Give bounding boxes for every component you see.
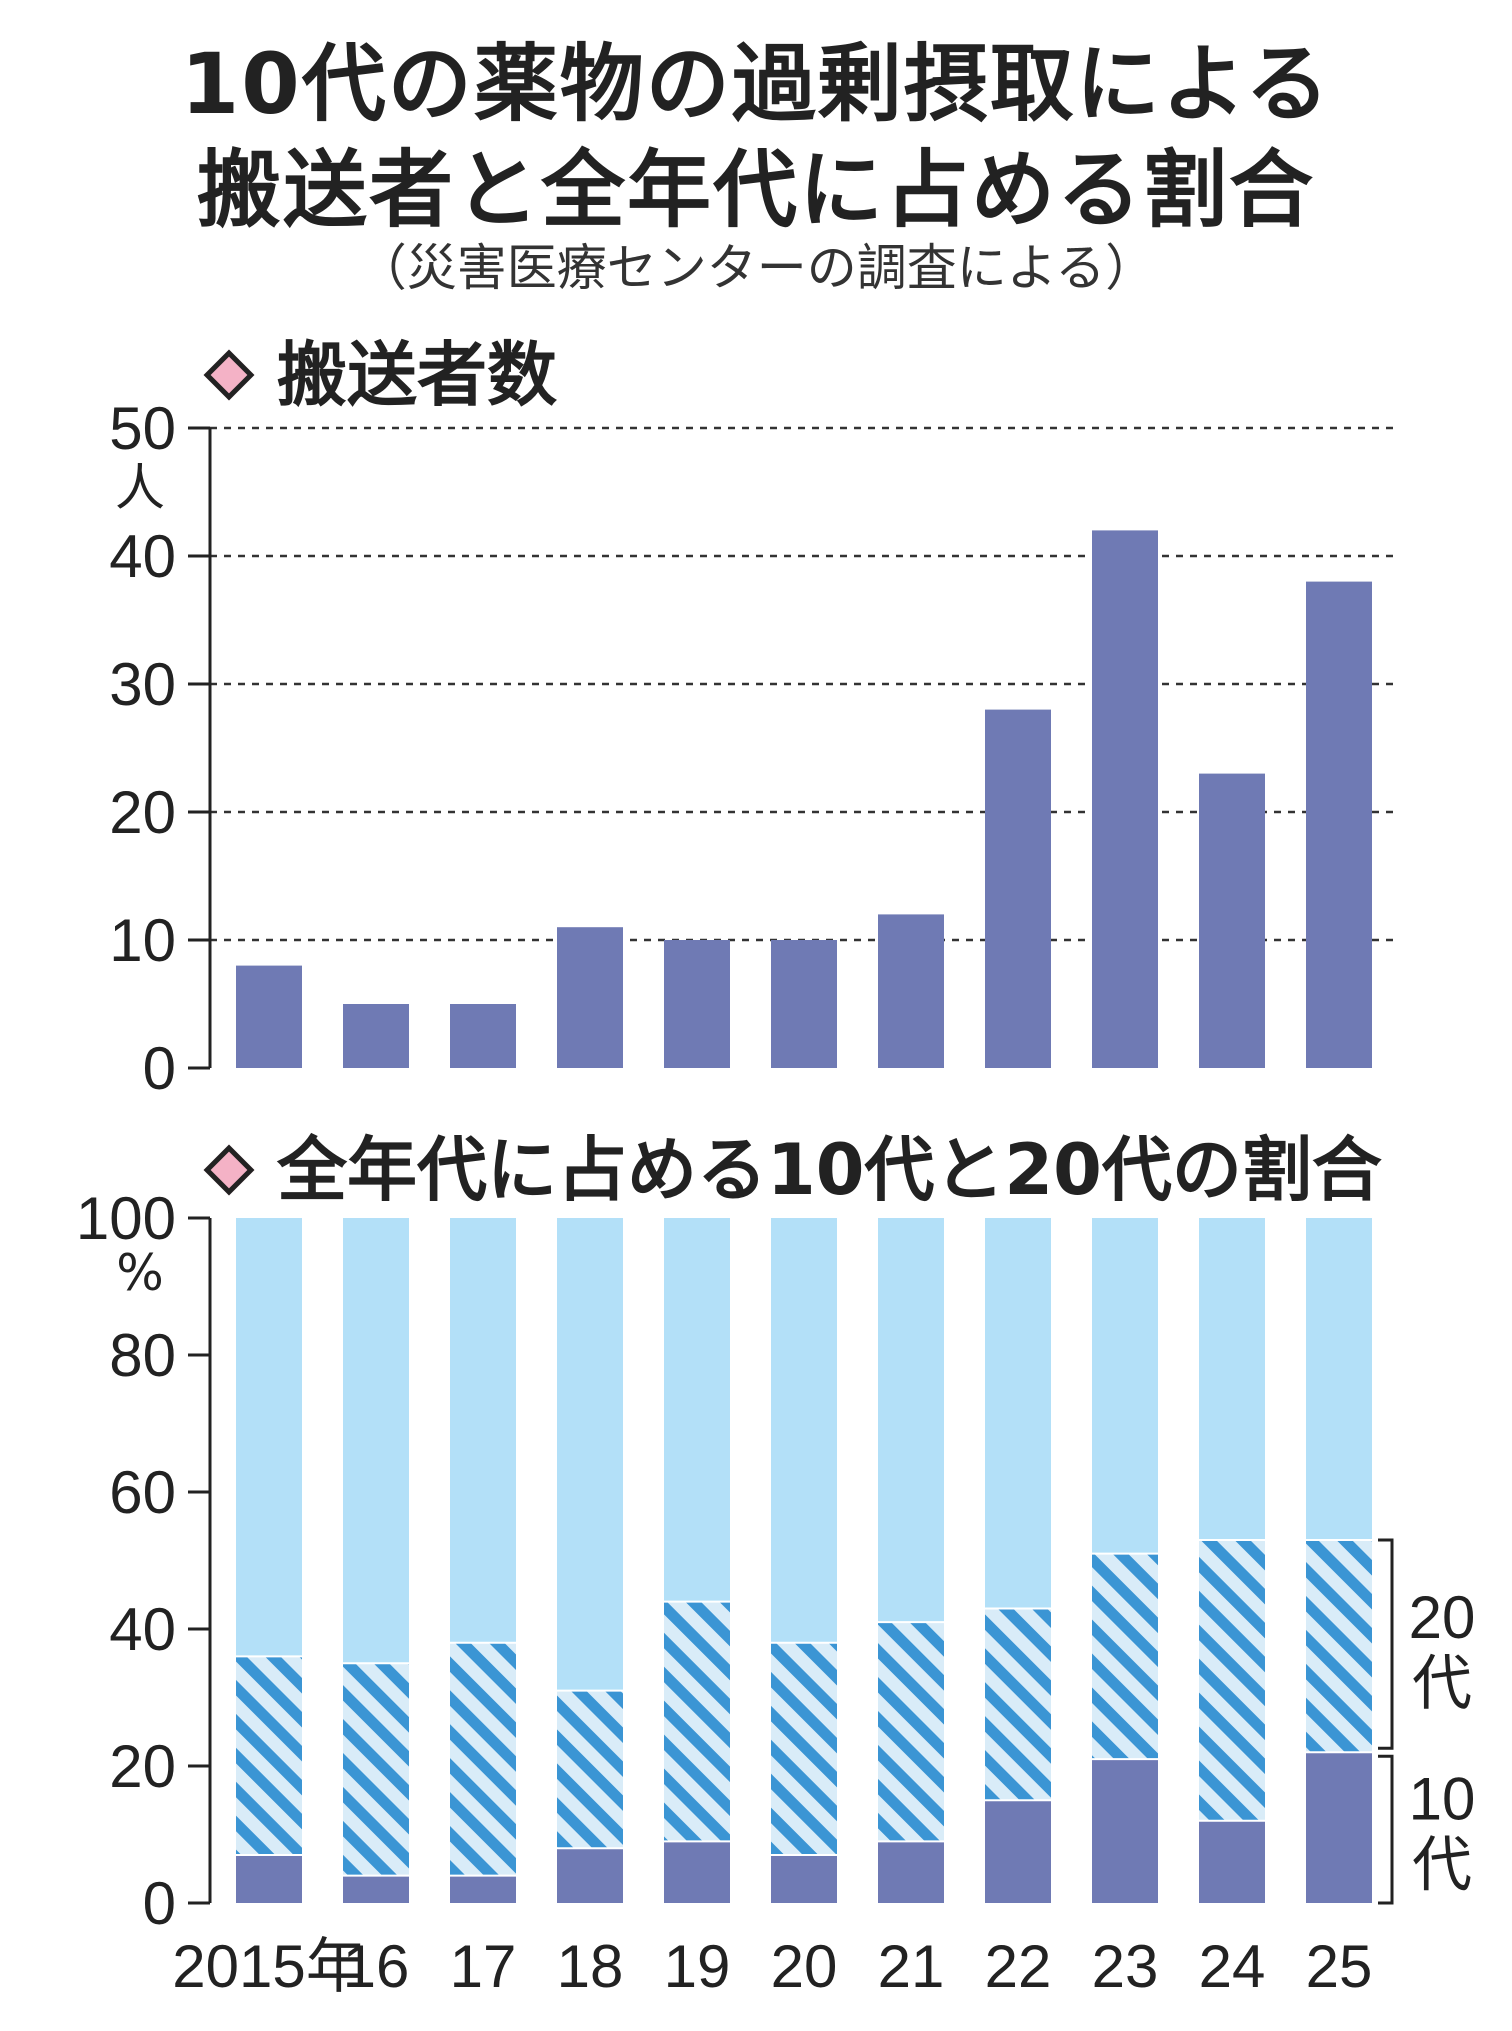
bar-segment-other xyxy=(1306,1218,1372,1540)
bar-segment-10s xyxy=(1199,1820,1265,1903)
bracket-10s xyxy=(1378,1754,1394,1905)
y-tick-label: 30 xyxy=(109,651,176,718)
bar-segment-10s xyxy=(557,1848,623,1903)
x-tick-label: 18 xyxy=(557,1933,624,2000)
bar xyxy=(236,965,302,1068)
y-tick-label: 60 xyxy=(109,1459,176,1526)
section-heading-text: 搬送者数 xyxy=(277,334,557,416)
bar xyxy=(985,709,1051,1068)
x-tick-label: 25 xyxy=(1306,1933,1373,2000)
bar xyxy=(771,940,837,1068)
x-tick-label: 24 xyxy=(1199,1933,1266,2000)
bar-segment-other xyxy=(664,1218,730,1602)
x-tick-label: 22 xyxy=(985,1933,1052,2000)
bar-segment-other xyxy=(450,1218,516,1643)
x-tick-label: 19 xyxy=(664,1933,731,2000)
bracket-label-20s-suffix: 代 xyxy=(1412,1650,1472,1717)
x-tick-label: 16 xyxy=(343,1933,410,2000)
y-tick-label: 0 xyxy=(143,1870,176,1937)
y-tick-label: 50 xyxy=(109,395,176,462)
bar-segment-10s xyxy=(664,1841,730,1903)
bar-segment-20s xyxy=(343,1663,409,1876)
bar-segment-20s xyxy=(771,1642,837,1856)
bar xyxy=(1306,581,1372,1068)
bar xyxy=(557,927,623,1068)
y-tick-label: 20 xyxy=(109,779,176,846)
x-tick-label: 20 xyxy=(771,1933,838,2000)
bar-segment-10s xyxy=(343,1875,409,1903)
bar-segment-20s xyxy=(664,1601,730,1842)
chart-title-line-2: 搬送者と全年代に占める割合 xyxy=(196,141,1315,239)
bar-segment-10s xyxy=(450,1875,516,1903)
chart-subtitle: （災害医療センターの調査による） xyxy=(356,239,1156,297)
bar-segment-10s xyxy=(236,1855,302,1903)
transport-count-chart: 0 10 20 30 40 50人 xyxy=(109,395,1395,1102)
bar-segment-10s xyxy=(985,1800,1051,1903)
bar-segment-20s xyxy=(985,1608,1051,1801)
x-tick-label: 21 xyxy=(878,1933,945,2000)
bracket-20s xyxy=(1378,1538,1394,1750)
bar xyxy=(1092,530,1158,1068)
bar-segment-20s xyxy=(450,1642,516,1876)
bar-segment-10s xyxy=(878,1841,944,1903)
bar-segment-20s xyxy=(1306,1539,1372,1753)
y-tick-label: 100 xyxy=(76,1185,176,1252)
bar xyxy=(450,1004,516,1068)
bar-segment-other xyxy=(878,1218,944,1623)
y-tick-label: 10 xyxy=(109,907,176,974)
bar-segment-10s xyxy=(1306,1752,1372,1903)
bar xyxy=(1199,773,1265,1068)
y-axis-unit-label: % xyxy=(116,1244,164,1302)
bar-segment-other xyxy=(985,1218,1051,1609)
bar xyxy=(664,940,730,1068)
bar-segment-20s xyxy=(878,1622,944,1842)
section-heading-share: 全年代に占める10代と20代の割合 xyxy=(203,1129,1382,1211)
bar xyxy=(878,914,944,1068)
bar-segment-other xyxy=(236,1218,302,1657)
bracket-label-20s-number: 20 xyxy=(1409,1584,1476,1651)
bar-segment-20s xyxy=(236,1656,302,1856)
section-heading-text: 全年代に占める10代と20代の割合 xyxy=(277,1129,1382,1211)
y-axis-unit-label: 人 xyxy=(115,459,165,517)
bar-segment-other xyxy=(557,1218,623,1691)
bracket-label-10s-number: 10 xyxy=(1409,1766,1476,1833)
bar-segment-10s xyxy=(1092,1759,1158,1903)
bar-segment-other xyxy=(343,1218,409,1664)
bar xyxy=(343,1004,409,1068)
chart-title-line-1: 10代の薬物の過剰摂取による xyxy=(180,35,1332,133)
bar-segment-other xyxy=(1092,1218,1158,1554)
y-tick-label: 40 xyxy=(109,1596,176,1663)
x-tick-label: 17 xyxy=(450,1933,517,2000)
bar-segment-10s xyxy=(771,1855,837,1903)
bar-segment-20s xyxy=(1199,1539,1265,1821)
bracket-label-10s-suffix: 代 xyxy=(1412,1832,1472,1899)
x-tick-label: 2015年 xyxy=(172,1933,365,2000)
y-tick-label: 20 xyxy=(109,1733,176,1800)
y-tick-label: 80 xyxy=(109,1322,176,1389)
section-heading-transport-count: 搬送者数 xyxy=(203,334,557,416)
bar-segment-other xyxy=(1199,1218,1265,1540)
y-tick-label: 0 xyxy=(143,1035,176,1102)
x-tick-label: 23 xyxy=(1092,1933,1159,2000)
bar-segment-20s xyxy=(1092,1553,1158,1760)
bar-segment-20s xyxy=(557,1690,623,1849)
bar-segment-other xyxy=(771,1218,837,1643)
y-tick-label: 40 xyxy=(109,523,176,590)
